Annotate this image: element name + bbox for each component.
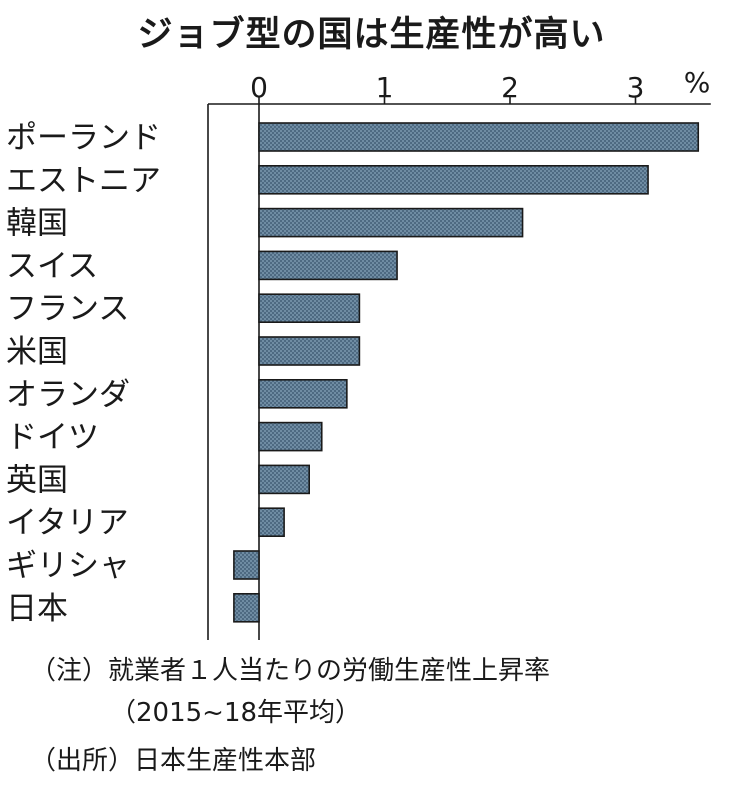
category-label: ドイツ (6, 420, 99, 456)
bar (258, 250, 398, 281)
category-label: スイス (6, 248, 98, 284)
bar (258, 336, 361, 366)
bar (258, 122, 700, 152)
category-label: 英国 (6, 462, 68, 498)
bar (233, 550, 260, 580)
category-label: イタリア (6, 505, 129, 541)
chart-title: ジョブ型の国は生産性が高い (137, 15, 606, 55)
bar (258, 464, 311, 495)
category-label: 日本 (6, 591, 68, 627)
bar (258, 507, 285, 538)
bar (258, 207, 524, 238)
category-label: 韓国 (6, 206, 68, 242)
bar (258, 378, 348, 409)
category-label: エストニア (6, 163, 161, 199)
bar-layer (233, 122, 700, 623)
x-tick-label: 1 (376, 71, 394, 104)
note-definition: （注）就業者１人当たりの労働生産性上昇率 (30, 656, 551, 686)
category-label: ギリシャ (6, 548, 130, 584)
x-tick-label: 2 (501, 71, 519, 104)
bar (258, 165, 649, 195)
category-label: オランダ (6, 377, 130, 413)
bar (258, 293, 361, 324)
note-period: （2015~18年平均） (110, 698, 362, 728)
source-note: （出所）日本生産性本部 (30, 746, 317, 776)
bar (233, 592, 260, 623)
unit-label: % (684, 66, 711, 99)
x-tick-label: 3 (627, 71, 645, 104)
x-tick-label: 0 (250, 71, 268, 104)
category-label: 米国 (6, 334, 68, 370)
category-label: ポーランド (6, 120, 161, 156)
category-label: フランス (6, 291, 129, 327)
bar (258, 421, 323, 452)
